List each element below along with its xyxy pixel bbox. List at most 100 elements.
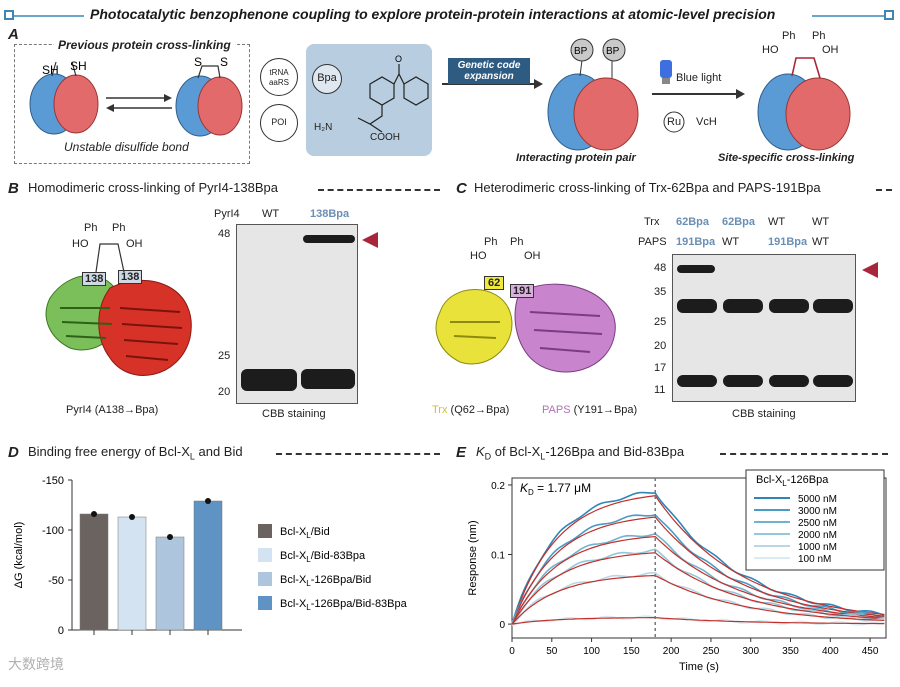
kinetics-legend-box xyxy=(745,469,885,571)
paps-label: PAPS (Y191→Bpa) xyxy=(542,404,637,416)
binding-energy-chart: 0 -50 -100 -150 ΔG (kcal/mol) Bcl-XL/Bid Bcl-X… xyxy=(13,475,408,637)
title-left-line xyxy=(14,15,84,17)
pyri4-structure-label: PyrI4 (A138→Bpa) xyxy=(66,404,159,416)
gel-b-marker-25: 25 xyxy=(218,350,231,362)
legend-swatch-1 xyxy=(258,524,272,538)
panel-d-heading-pre: Binding free energy of Bcl-X xyxy=(28,444,190,459)
trx-mutation: (Q62→Bpa) xyxy=(450,404,510,416)
gel-c-row-trx: Trx xyxy=(644,216,660,228)
line-y-axis-label: Response (nm) xyxy=(467,520,479,595)
gce-arrow xyxy=(442,79,543,89)
legend-label-1: Bcl-XL/Bid xyxy=(280,526,330,540)
oh-label-a: OH xyxy=(822,44,839,56)
panel-d-heading-post: and Bid xyxy=(194,444,243,459)
line-plot-frame xyxy=(511,477,887,639)
ru-catalyst-label: Ru xyxy=(667,116,682,128)
bp-label-1: BP xyxy=(574,46,588,57)
gel-c-paps-band-3 xyxy=(769,299,809,313)
residue-138-right: 138 xyxy=(118,270,143,284)
ho-label-b: HO xyxy=(72,238,89,250)
legend-swatch-3 xyxy=(258,572,272,586)
oh-label-b: OH xyxy=(126,238,143,250)
sensorgram-2500-nM xyxy=(511,532,885,624)
ho-label-c: HO xyxy=(470,250,487,262)
panel-b-divider xyxy=(318,189,440,191)
sulfur-label-2: S xyxy=(220,55,228,69)
panel-c-divider xyxy=(876,189,892,191)
gel-c-marker-48: 48 xyxy=(654,262,667,274)
gel-c-lane-paps-3: 191Bpa xyxy=(768,236,808,248)
ph-label-b1: Ph xyxy=(84,222,98,234)
kd-kinetics-chart: 0 50 100 150 200 250 300 350 400 450 0 0.1 0.2 Time (… xyxy=(467,469,887,673)
gel-c-paps-band-4 xyxy=(813,299,853,313)
blue-light-reaction xyxy=(652,60,745,133)
line-x-tick-label: 150 xyxy=(623,646,640,657)
panel-e-heading-k: K xyxy=(476,444,485,459)
line-y-tick-label: 0.2 xyxy=(491,481,505,492)
panel-c-heading: Heterodimeric cross-linking of Trx-62Bpa… xyxy=(474,180,821,195)
kd-annotation: KD = 1.77 μM xyxy=(520,481,591,497)
gel-b-header: PyrI4 xyxy=(214,208,240,220)
legend-conc-6: 100 nM xyxy=(798,554,831,565)
bpa-structure-box xyxy=(306,44,432,156)
gel-b-crosslink-arrow xyxy=(362,232,378,248)
line-x-tick-label: 350 xyxy=(782,646,799,657)
bar-point-2 xyxy=(129,514,135,520)
gel-c-crosslink-band xyxy=(677,265,715,273)
panel-d-heading-sub: L xyxy=(189,451,195,462)
line-y-tick-label: 0 xyxy=(499,620,505,631)
interacting-pair-label: Interacting protein pair xyxy=(516,152,636,164)
poi-plasmid: POI xyxy=(260,104,298,142)
gel-b-lane-wt: WT xyxy=(262,208,280,220)
fit-curve-2500-nM xyxy=(511,535,885,625)
fit-curve-2000-nM xyxy=(511,552,885,625)
legend-conc-5: 1000 nM xyxy=(798,542,837,553)
gel-c-stain-label: CBB staining xyxy=(732,408,796,420)
equilibrium-arrows xyxy=(106,94,172,112)
watermark: 大数跨境 xyxy=(8,656,64,672)
ph-label-c1: Ph xyxy=(484,236,498,248)
legend-label-2: Bcl-XL/Bid-83Bpa xyxy=(280,550,366,564)
trna-label: tRNA xyxy=(269,68,289,77)
panel-e-letter: E xyxy=(456,444,467,461)
ph-label-a1: Ph xyxy=(782,30,796,42)
trx-paps-structure xyxy=(435,283,616,373)
panel-b-letter: B xyxy=(8,180,19,197)
sensorgram-5000-nM xyxy=(511,491,885,625)
poi-label: POI xyxy=(271,117,287,127)
aars-label: aaRS xyxy=(268,78,289,87)
ph-label-a2: Ph xyxy=(812,30,826,42)
previous-crosslinking-title: Previous protein cross-linking xyxy=(54,38,235,52)
gel-c-trx-band-4 xyxy=(813,375,853,387)
gel-c-marker-20: 20 xyxy=(654,340,667,352)
line-y-tick-label: 0.1 xyxy=(491,551,505,562)
amine-label: H₂N xyxy=(314,122,333,133)
gel-c-lane-trx-1: 62Bpa xyxy=(676,216,710,228)
sensorgram-3000-nM xyxy=(511,514,885,624)
paps-name: PAPS xyxy=(542,404,571,416)
line-x-tick-label: 50 xyxy=(546,646,558,657)
panel-b-heading: Homodimeric cross-linking of PyrI4-138Bp… xyxy=(28,180,278,195)
kinetics-legend-title: Bcl-XL-126Bpa xyxy=(756,474,829,488)
bar-y-tick-label: -50 xyxy=(48,575,64,587)
bar-y-tick-label: -100 xyxy=(42,525,64,537)
gel-c-lane-trx-3: WT xyxy=(768,216,786,228)
gel-c-row-paps: PAPS xyxy=(638,236,667,248)
bar-2 xyxy=(117,516,147,631)
panel-e-heading-lsub: L xyxy=(540,451,546,462)
ph-label-b2: Ph xyxy=(112,222,126,234)
trx-name: Trx xyxy=(432,404,448,416)
legend-conc-1: 5000 nM xyxy=(798,494,837,505)
legend-conc-2: 3000 nM xyxy=(798,506,837,517)
gel-b-monomer-band-bpa xyxy=(301,369,355,389)
panel-e-heading-mid: of Bcl-X xyxy=(491,444,541,459)
gel-c-lane-paps-2: WT xyxy=(722,236,740,248)
site-specific-label: Site-specific cross-linking xyxy=(718,152,855,164)
legend-swatch-4 xyxy=(258,596,272,610)
gel-c-marker-17: 17 xyxy=(654,362,667,374)
gel-c-lane-paps-1: 191Bpa xyxy=(676,236,716,248)
gel-b-marker-20: 20 xyxy=(218,386,231,398)
panel-e-heading: KD of Bcl-XL-126Bpa and Bid-83Bpa xyxy=(476,444,684,462)
paps-mutation: (Y191→Bpa) xyxy=(573,404,638,416)
trna-aars-plasmid: tRNA aaRS xyxy=(260,58,298,96)
